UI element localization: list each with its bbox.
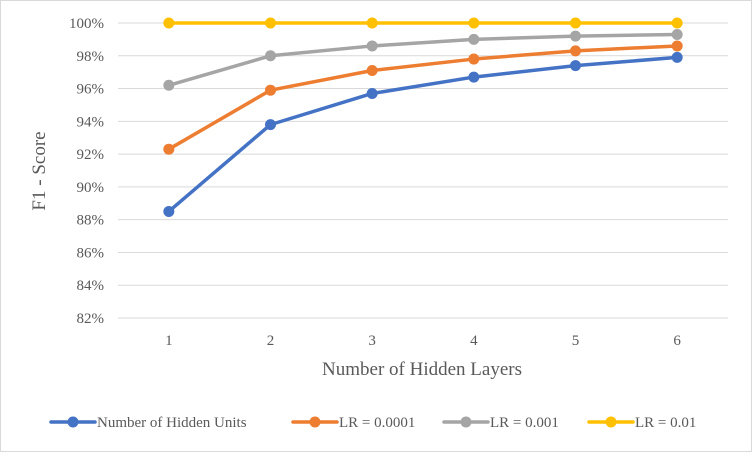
data-point [570, 30, 581, 42]
y-tick-label: 86% [77, 245, 105, 261]
x-tick-label: 1 [165, 333, 173, 349]
data-point [468, 33, 480, 45]
series-line [167, 32, 679, 88]
y-axis-title: F1 - Score [29, 131, 50, 210]
series-line [167, 55, 679, 214]
data-point [671, 40, 683, 52]
series-line [167, 44, 679, 151]
data-point [163, 17, 175, 29]
y-tick-label: 90% [77, 180, 105, 196]
data-point [366, 40, 378, 52]
y-tick-label: 94% [77, 114, 105, 130]
data-point [366, 65, 378, 77]
data-point [671, 51, 683, 63]
y-tick-label: 92% [77, 147, 105, 163]
y-tick-label: 96% [77, 82, 105, 98]
series-lines [163, 17, 683, 217]
data-point [265, 50, 276, 62]
data-point [265, 84, 276, 96]
legend-swatch-marker [309, 416, 321, 428]
x-tick-label: 4 [470, 333, 478, 349]
data-point [366, 17, 378, 29]
data-point [570, 17, 581, 29]
y-tick-label: 98% [77, 49, 105, 65]
legend-swatch-marker [67, 416, 79, 428]
data-point [265, 119, 276, 131]
data-point [265, 17, 276, 29]
x-axis-title: Number of Hidden Layers [322, 359, 522, 380]
series-2 [163, 40, 683, 155]
x-axis-ticks: 1 2 3 4 5 6 [165, 333, 681, 349]
data-point [366, 87, 378, 99]
legend-label: LR = 0.0001 [339, 415, 415, 431]
data-point [570, 45, 581, 57]
legend-label: LR = 0.001 [490, 415, 559, 431]
data-point [671, 28, 683, 40]
gridlines [118, 22, 728, 319]
x-tick-label: 5 [572, 333, 580, 349]
legend-item: LR = 0.001 [442, 415, 559, 431]
legend-item: LR = 0.01 [587, 415, 696, 431]
data-point [671, 17, 683, 29]
data-point [468, 17, 480, 29]
x-tick-label: 6 [673, 333, 681, 349]
legend-label: Number of Hidden Units [97, 415, 247, 431]
series-1 [163, 51, 683, 217]
y-tick-label: 100% [69, 16, 104, 32]
y-tick-label: 84% [77, 278, 105, 294]
y-tick-label: 82% [77, 311, 105, 327]
legend-item: Number of Hidden Units [49, 415, 247, 431]
legend-swatch-marker [605, 416, 617, 428]
data-point [468, 71, 480, 83]
data-point [163, 143, 175, 155]
data-point [468, 53, 480, 65]
legend-label: LR = 0.01 [635, 415, 696, 431]
legend-swatch-marker [460, 416, 472, 428]
y-tick-label: 88% [77, 213, 105, 229]
legend-item: LR = 0.0001 [291, 415, 415, 431]
y-axis-ticks: 82% 84% 86% 88% 90% 92% 94% 96% 98% 100% [69, 16, 104, 327]
x-tick-label: 3 [368, 333, 376, 349]
x-tick-label: 2 [267, 333, 275, 349]
data-point [163, 79, 175, 91]
series-4 [163, 17, 683, 29]
legend: Number of Hidden Units LR = 0.0001 LR = 0.… [49, 415, 696, 431]
series-3 [163, 28, 683, 91]
data-point [570, 60, 581, 72]
data-point [163, 205, 175, 217]
